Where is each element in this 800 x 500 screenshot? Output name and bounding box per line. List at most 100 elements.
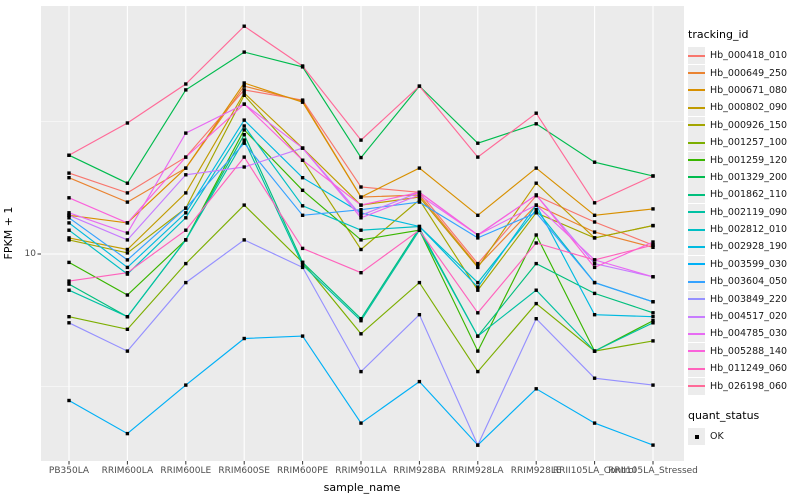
panel-background: [41, 6, 684, 461]
data-point-Hb_004517_020: [242, 165, 246, 169]
legend-item-label: Hb_004517_020: [710, 311, 788, 323]
data-point-Hb_000649_250: [592, 230, 597, 234]
legend-item: Hb_001259_120: [688, 151, 800, 169]
data-point-Hb_004785_030: [651, 275, 655, 279]
legend-item: Hb_001257_100: [688, 134, 800, 152]
data-point-Hb_001257_100: [417, 280, 422, 285]
data-point-Hb_003849_220: [67, 321, 71, 325]
data-point-Hb_011249_060: [476, 311, 480, 315]
data-point-Hb_005288_140: [417, 190, 422, 194]
black-square-marker-icon: [694, 434, 699, 439]
series-color-line-icon: [688, 159, 705, 162]
data-point-Hb_002812_010: [300, 204, 305, 208]
data-point-Hb_000649_250: [67, 176, 71, 180]
data-point-Hb_001329_200: [184, 88, 188, 92]
legend-item: Hb_002928_190: [688, 238, 800, 256]
legend-item-label: Hb_002119_090: [710, 206, 788, 218]
series-color-line-icon: [688, 367, 705, 370]
data-point-Hb_002928_190: [359, 211, 363, 215]
data-point-Hb_003849_220: [651, 383, 655, 387]
data-point-Hb_000671_080: [184, 166, 188, 170]
data-point-Hb_000418_010: [242, 88, 246, 92]
legend-key-swatch: [688, 116, 705, 134]
series-color-line-icon: [688, 141, 705, 144]
data-point-Hb_005288_140: [242, 102, 246, 106]
legend-key-swatch: [688, 238, 705, 256]
data-point-Hb_001259_120: [651, 319, 655, 323]
data-point-Hb_005288_140: [125, 221, 130, 225]
data-point-Hb_001257_100: [476, 369, 480, 374]
legend-quant-status-block: quant_status OK: [688, 409, 800, 445]
data-point-Hb_000418_010: [359, 185, 363, 189]
legend-item: Hb_001329_200: [688, 168, 800, 186]
data-point-Hb_002928_190: [417, 224, 422, 229]
legend-item-label: Hb_000671_080: [710, 84, 788, 96]
data-point-Hb_003604_050: [300, 213, 305, 217]
legend-tracking-items: Hb_000418_010 Hb_000649_250 Hb_000671_080 H…: [688, 47, 800, 395]
data-point-Hb_001329_200: [592, 160, 597, 164]
data-point-Hb_004517_020: [125, 238, 130, 242]
legend-key-swatch: [688, 221, 705, 239]
series-color-line-icon: [688, 263, 705, 266]
data-point-Hb_004785_030: [534, 203, 538, 207]
series-color-line-icon: [688, 350, 705, 353]
legend-item-label: Hb_000418_010: [710, 50, 788, 62]
data-point-Hb_003604_050: [359, 208, 363, 212]
legend-item: Hb_000649_250: [688, 64, 800, 82]
data-point-Hb_000671_080: [476, 213, 480, 217]
data-point-Hb_001862_110: [651, 311, 655, 315]
legend-item: Hb_011249_060: [688, 360, 800, 378]
legend-item: Hb_004517_020: [688, 308, 800, 326]
data-point-Hb_001862_110: [300, 260, 305, 265]
data-point-Hb_001862_110: [242, 133, 246, 137]
legend-item-label: Hb_000649_250: [710, 67, 788, 79]
data-point-Hb_000926_150: [125, 251, 130, 255]
data-point-Hb_002928_190: [184, 211, 188, 215]
data-point-Hb_002928_190: [476, 285, 480, 289]
data-point-Hb_001329_200: [242, 50, 246, 54]
series-color-line-icon: [688, 89, 705, 92]
legend-item: Hb_000802_090: [688, 99, 800, 117]
data-point-Hb_004785_030: [300, 146, 305, 150]
legend: tracking_id Hb_000418_010 Hb_000649_250 Hb…: [688, 28, 800, 445]
legend-title-tracking-id: tracking_id: [688, 28, 749, 41]
data-point-Hb_003599_030: [242, 336, 246, 341]
legend-key-swatch: [688, 255, 705, 273]
data-point-Hb_026198_060: [300, 64, 305, 68]
data-point-Hb_002928_190: [300, 176, 305, 180]
x-tick-label: RRIM901LA: [335, 466, 387, 476]
data-point-Hb_000418_010: [67, 171, 71, 175]
x-tick-label: PB350LA: [48, 466, 90, 476]
legend-item-label: Hb_003849_220: [710, 293, 788, 305]
data-point-Hb_002119_090: [592, 349, 597, 353]
data-point-Hb_001259_120: [359, 238, 363, 242]
data-point-Hb_002119_090: [125, 315, 130, 319]
data-point-Hb_001259_120: [300, 188, 305, 192]
x-tick-label: RRIM600SE: [218, 466, 270, 476]
legend-key-swatch: [688, 168, 705, 186]
legend-item-label: Hb_000926_150: [710, 119, 788, 131]
data-point-Hb_001259_120: [476, 349, 480, 353]
x-tick-label: RRII105LA_Stressed: [608, 466, 698, 476]
data-point-Hb_004517_020: [184, 173, 188, 177]
data-point-Hb_011249_060: [417, 228, 422, 232]
legend-key-swatch: [688, 273, 705, 291]
legend-key-swatch: [688, 342, 705, 360]
series-color-line-icon: [688, 332, 705, 335]
legend-key-swatch: [688, 134, 705, 152]
x-tick-label: RRIM600LA: [101, 466, 154, 476]
legend-item-label: Hb_005288_140: [710, 345, 788, 357]
data-point-Hb_002812_010: [534, 208, 538, 212]
data-point-Hb_005288_140: [592, 265, 597, 270]
series-color-line-icon: [688, 298, 705, 301]
data-point-Hb_002928_190: [651, 315, 655, 319]
legend-item: Hb_005288_140: [688, 342, 800, 360]
x-tick-label: RRIM928BA: [393, 466, 446, 476]
legend-item-label: Hb_001862_110: [710, 189, 788, 201]
data-point-Hb_002119_090: [300, 263, 305, 267]
legend-item: Hb_002119_090: [688, 203, 800, 221]
data-point-Hb_001329_200: [476, 141, 480, 145]
data-point-Hb_003849_220: [125, 349, 130, 353]
legend-key-swatch: [688, 360, 705, 378]
data-point-Hb_026198_060: [476, 155, 480, 159]
